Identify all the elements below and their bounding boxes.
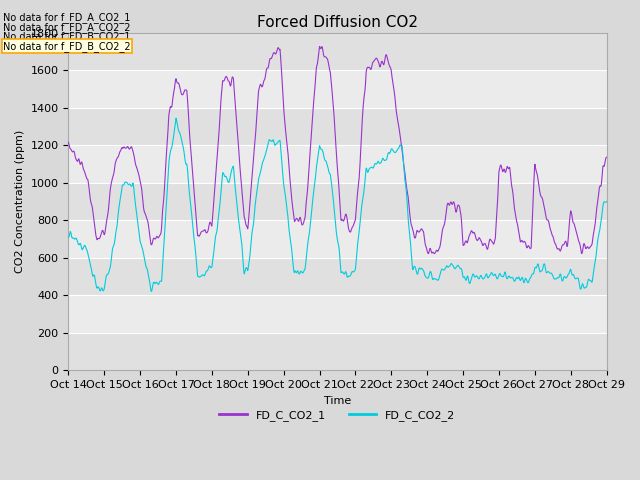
Bar [68,33,607,70]
Bar [68,220,607,258]
Bar [68,295,607,333]
Bar [68,333,607,371]
Bar [68,70,607,108]
Text: No data for f_FD_B_CO2_2: No data for f_FD_B_CO2_2 [3,41,131,52]
Bar [68,145,607,183]
Bar [68,183,607,220]
Text: No data for f_FD_A_CO2_2: No data for f_FD_A_CO2_2 [3,22,131,33]
Legend: FD_C_CO2_1, FD_C_CO2_2: FD_C_CO2_1, FD_C_CO2_2 [215,406,460,426]
Title: Forced Diffusion CO2: Forced Diffusion CO2 [257,15,418,30]
Bar [68,258,607,295]
Text: No data for f_FD_B_CO2_1: No data for f_FD_B_CO2_1 [3,31,131,42]
Bar [68,108,607,145]
X-axis label: Time: Time [324,396,351,406]
Y-axis label: CO2 Concentration (ppm): CO2 Concentration (ppm) [15,130,25,273]
Text: No data for f_FD_A_CO2_1: No data for f_FD_A_CO2_1 [3,12,131,23]
